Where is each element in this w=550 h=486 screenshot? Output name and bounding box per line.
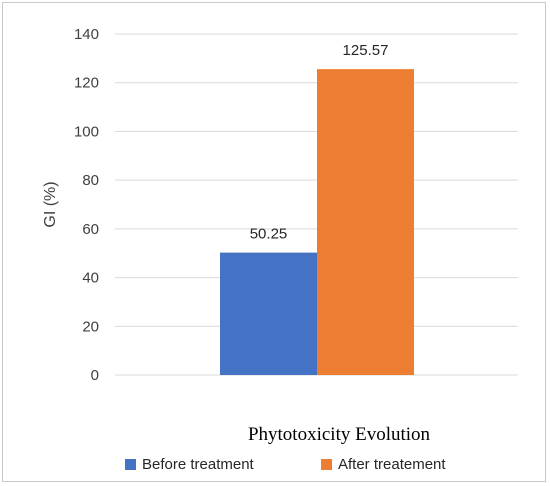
chart-frame: 0 20 40 60 80 100 120 140 50.25 125.57 GI (%) Ph…	[2, 2, 546, 482]
y-axis-ticks: 0 20 40 60 80 100 120 140	[74, 26, 99, 384]
bar-after-treatment	[317, 69, 414, 376]
legend-label: Before treatment	[142, 456, 255, 473]
x-axis-label: Phytotoxicity Evolution	[248, 424, 431, 445]
y-tick-label: 60	[82, 221, 99, 238]
legend-label: After treatement	[338, 456, 446, 473]
legend: Before treatment After treatement	[125, 456, 446, 473]
data-label: 50.25	[250, 226, 288, 243]
legend-swatch	[125, 459, 136, 470]
data-labels: 50.25 125.57	[250, 42, 389, 242]
y-tick-label: 20	[82, 318, 99, 335]
legend-swatch	[321, 459, 332, 470]
y-tick-label: 40	[82, 270, 99, 287]
y-axis-label: GI (%)	[42, 181, 59, 227]
bar-chart: 0 20 40 60 80 100 120 140 50.25 125.57 GI (%) Ph…	[42, 26, 518, 473]
y-tick-label: 120	[74, 75, 99, 92]
bars	[220, 69, 414, 376]
y-tick-label: 0	[91, 367, 99, 384]
bar-before-treatment	[220, 252, 317, 375]
y-tick-label: 100	[74, 123, 99, 140]
y-tick-label: 80	[82, 172, 99, 189]
data-label: 125.57	[343, 42, 389, 59]
y-tick-label: 140	[74, 26, 99, 43]
